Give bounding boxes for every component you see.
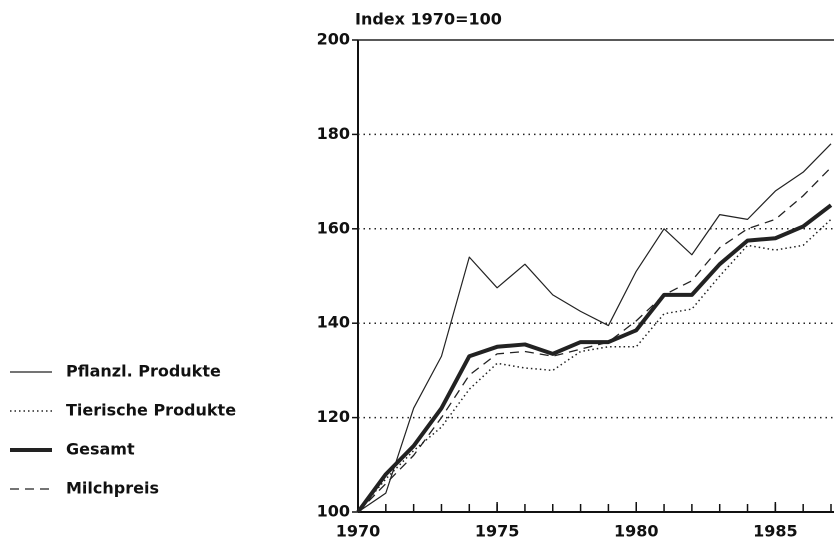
y-tick-label: 160 [317,218,350,237]
series-line [357,166,832,513]
x-tick-label: 1970 [336,522,381,541]
y-tick-label: 180 [317,124,350,143]
x-tick-label: 1985 [753,522,798,541]
x-tick-label: 1975 [475,522,520,541]
legend-label: Milchpreis [66,479,159,498]
series-line [357,143,832,513]
series-line [356,203,833,514]
legend-label: Pflanzl. Produkte [66,362,221,381]
series-line [357,218,832,513]
x-tick-label: 1980 [614,522,659,541]
y-tick-label: 120 [317,407,350,426]
y-axis-label: Index 1970=100 [355,10,502,29]
y-tick-label: 200 [317,30,350,49]
y-tick-label: 140 [317,313,350,332]
y-tick-label: 100 [317,502,350,521]
legend-label: Gesamt [66,440,135,459]
legend-label: Tierische Produkte [66,401,236,420]
